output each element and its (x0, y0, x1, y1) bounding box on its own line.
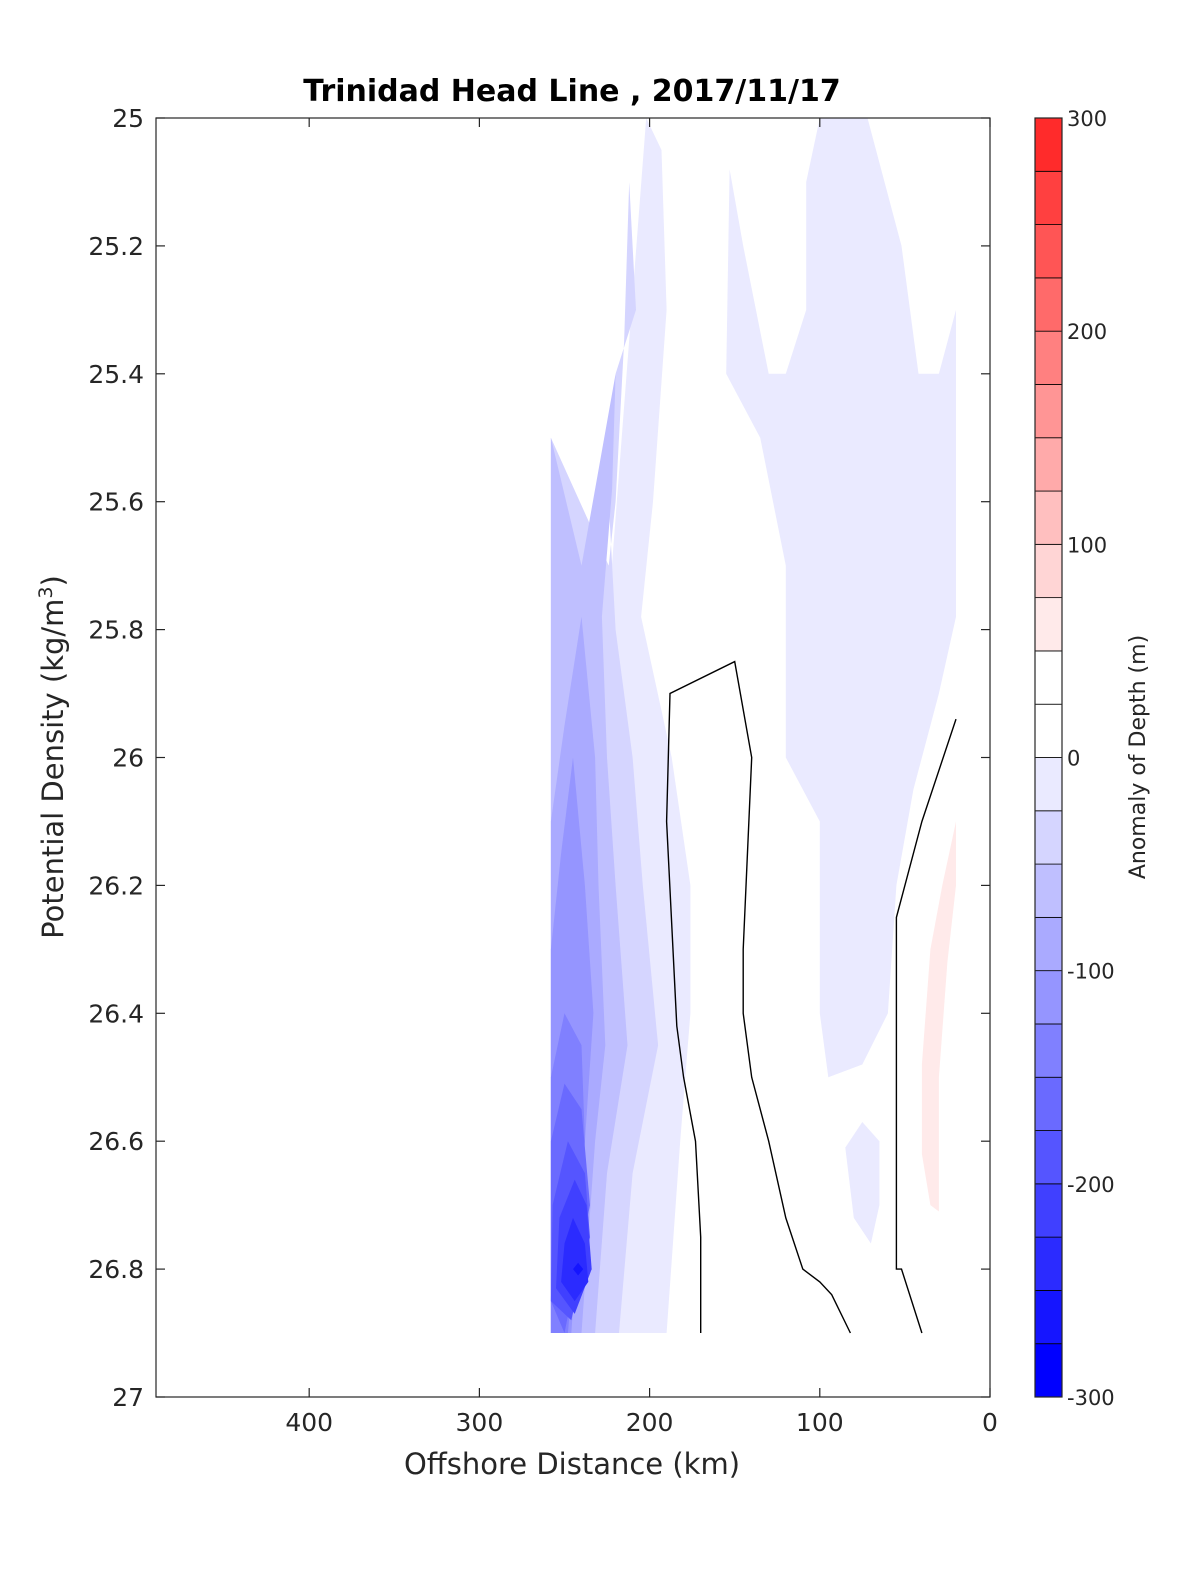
contour-region-25-13 (921, 821, 956, 1212)
y-tick-label: 27 (112, 1383, 144, 1412)
colorbar-segment (1034, 703, 1063, 758)
y-axis-label-main: Potential Density (kg/m (36, 599, 70, 939)
colorbar-segment (1034, 810, 1063, 865)
colorbar-segment (1034, 1023, 1063, 1078)
colorbar-segment (1034, 863, 1063, 918)
contour-region--250-11 (561, 1217, 589, 1302)
y-axis-label-superscript: 3 (35, 586, 57, 598)
colorbar-segment (1034, 490, 1063, 545)
colorbar-segment (1034, 277, 1063, 332)
colorbar-segment (1034, 384, 1063, 439)
colorbar-segment (1034, 117, 1063, 172)
colorbar-segment (1034, 916, 1063, 972)
y-tick-label: 25.2 (88, 232, 144, 261)
zero-contour-lines (665, 660, 957, 1334)
colorbar-tick-label: 100 (1067, 533, 1107, 557)
x-tick-label: 100 (796, 1408, 844, 1437)
contour-region--25-2 (845, 1122, 880, 1244)
colorbar-segment (1034, 1076, 1063, 1131)
contour-region--275-12 (573, 1262, 584, 1276)
y-axis-label: Potential Density (kg/m3) (35, 575, 70, 939)
colorbar-tick-label: 300 (1067, 107, 1107, 131)
colorbar-segment (1034, 1183, 1063, 1238)
colorbar-tick-label: 0 (1067, 747, 1080, 771)
colorbar-segment (1034, 437, 1063, 492)
x-tick-label: 300 (456, 1408, 504, 1437)
y-tick-label: 26.8 (88, 1255, 144, 1284)
filled-contours (550, 118, 956, 1333)
colorbar-ticks: 300 200 100 0 -100 -200 -300 (1067, 107, 1115, 1410)
x-axis-label: Offshore Distance (km) (404, 1447, 740, 1481)
plot-area: 400 300 200 100 0 25 25.2 25.4 25.6 25.8 26 26.2 26… (88, 104, 998, 1437)
colorbar-segment (1034, 224, 1063, 279)
colorbar-tick-label: -200 (1067, 1173, 1115, 1197)
colorbar-segments (1034, 117, 1063, 1398)
colorbar-segment (1034, 1236, 1063, 1291)
colorbar-frame (1034, 117, 1063, 1398)
y-axis-label-close: ) (36, 575, 70, 586)
zero-contour-line-1 (895, 718, 957, 1334)
colorbar-segment (1034, 597, 1063, 652)
colorbar-segment (1034, 170, 1063, 225)
colorbar-segment (1034, 1343, 1063, 1398)
colorbar-tick-label: 200 (1067, 320, 1107, 344)
colorbar-segment (1034, 1290, 1063, 1345)
colorbar-segment (1034, 543, 1063, 599)
y-tick-label: 26.4 (88, 999, 144, 1028)
x-tick-label: 400 (285, 1408, 333, 1437)
colorbar-segment (1034, 1130, 1063, 1185)
chart-title: Trinidad Head Line , 2017/11/17 (303, 74, 840, 109)
colorbar-segment (1034, 970, 1063, 1025)
contour-region--25-1 (726, 118, 956, 1078)
y-tick-label: 25.4 (88, 360, 144, 389)
y-tick-label: 25.8 (88, 616, 144, 645)
colorbar-tick-label: -100 (1067, 960, 1115, 984)
y-axis-ticks: 25 25.2 25.4 25.6 25.8 26 26.2 26.4 26.6 26.8 27 (88, 104, 990, 1412)
colorbar-tick-label: -300 (1067, 1386, 1115, 1410)
y-tick-label: 26.6 (88, 1127, 144, 1156)
colorbar-segment (1034, 330, 1063, 385)
y-tick-label: 25.6 (88, 488, 144, 517)
x-axis-ticks: 400 300 200 100 0 (285, 118, 998, 1437)
colorbar-segment (1034, 650, 1063, 705)
colorbar-label: Anomaly of Depth (m) (1126, 635, 1151, 879)
x-tick-label: 200 (626, 1408, 674, 1437)
colorbar: 300 200 100 0 -100 -200 -300 Anomaly of Depth … (1034, 107, 1151, 1410)
colorbar-segment (1034, 757, 1063, 812)
y-tick-label: 26.2 (88, 871, 144, 900)
zero-contour-line-0 (665, 660, 852, 1334)
y-tick-label: 26 (112, 744, 144, 773)
x-tick-label: 0 (982, 1408, 998, 1437)
y-tick-label: 25 (112, 104, 144, 133)
